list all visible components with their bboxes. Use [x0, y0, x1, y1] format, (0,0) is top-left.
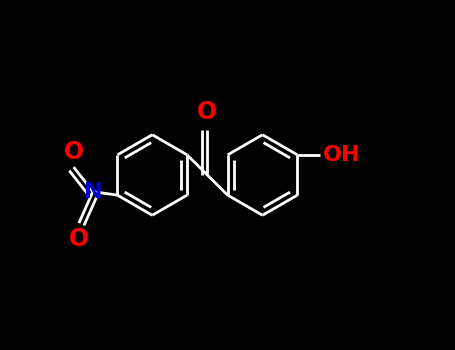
Text: OH: OH	[323, 145, 360, 165]
Text: N: N	[84, 182, 102, 202]
Text: O: O	[197, 100, 217, 124]
Text: O: O	[64, 140, 84, 164]
Text: O: O	[69, 227, 89, 251]
